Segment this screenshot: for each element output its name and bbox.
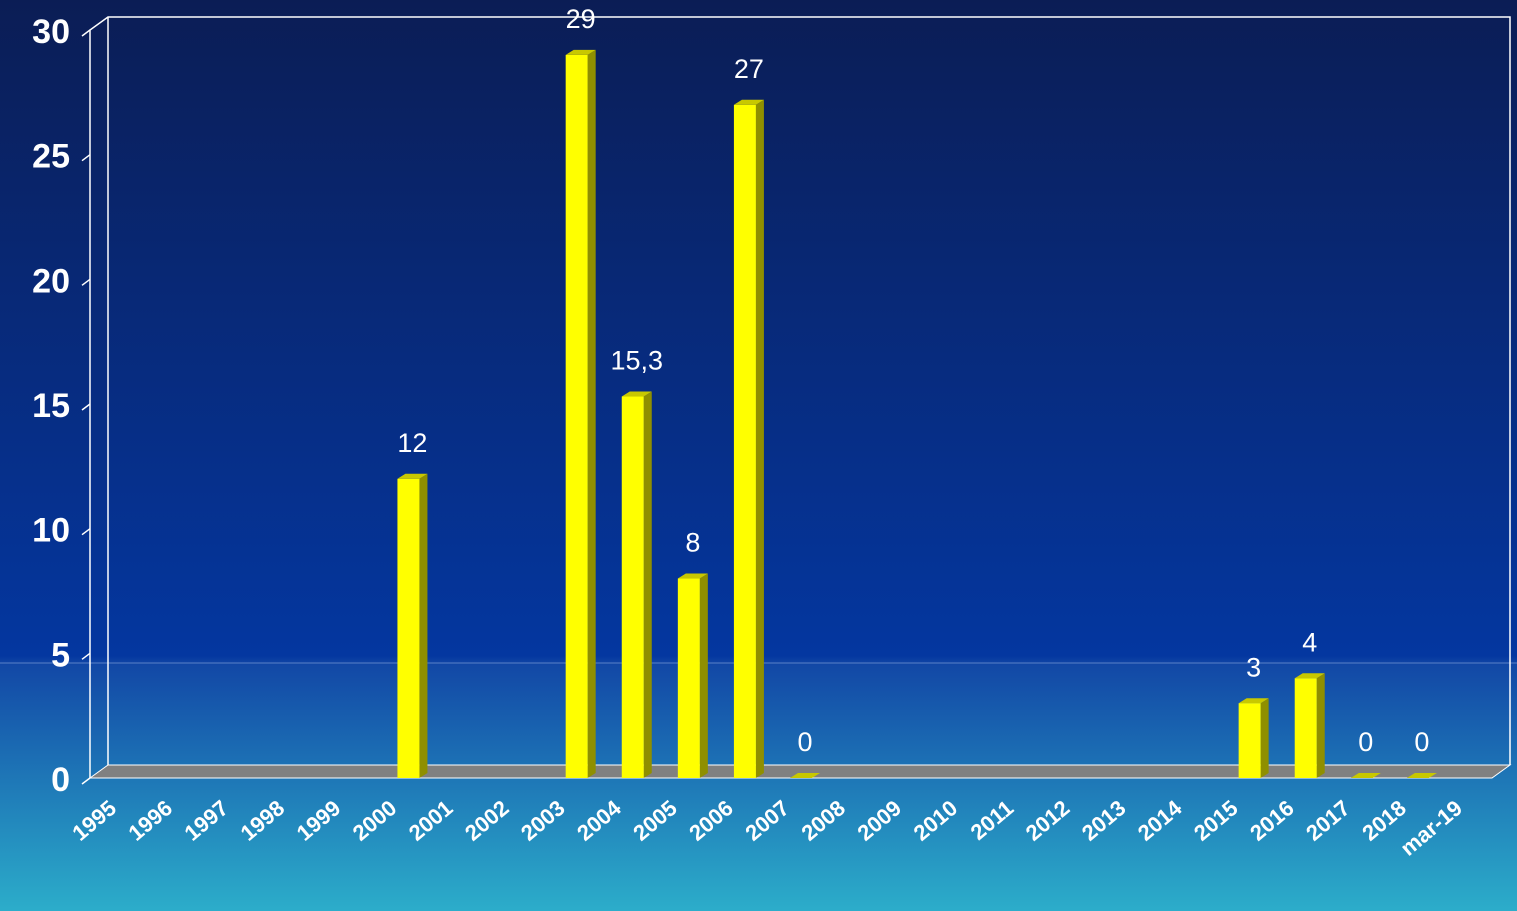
y-tick-label: 0 <box>51 761 70 799</box>
bar <box>1406 773 1437 778</box>
y-tick-label: 30 <box>32 13 70 51</box>
y-tick <box>81 528 91 536</box>
bar-face <box>1316 673 1325 778</box>
y-tick-label: 10 <box>32 512 70 550</box>
value-label: 0 <box>1358 727 1373 757</box>
bar-face <box>733 99 764 105</box>
bar <box>1294 673 1325 778</box>
bar <box>1238 698 1269 778</box>
value-label: 15,3 <box>610 346 663 376</box>
bar <box>397 473 428 778</box>
value-label: 8 <box>685 528 700 558</box>
bar-face <box>1350 773 1381 778</box>
value-label: 0 <box>1414 727 1429 757</box>
bar-face <box>621 391 652 397</box>
bar <box>565 49 596 778</box>
value-label: 3 <box>1246 652 1261 682</box>
floor <box>88 764 1512 779</box>
value-label: 4 <box>1302 627 1317 657</box>
bar-face <box>677 578 700 778</box>
bar-face <box>1294 678 1317 778</box>
bar-face <box>397 478 420 778</box>
y-tick-label: 5 <box>51 636 70 674</box>
bar-face <box>733 104 756 779</box>
bar <box>1350 773 1381 778</box>
bar-face <box>565 54 588 778</box>
y-tick <box>81 278 91 286</box>
bar-face <box>565 49 596 55</box>
y-tick <box>81 652 91 660</box>
y-tick-label: 25 <box>32 138 70 176</box>
bar-face <box>677 573 708 579</box>
y-tick-label: 15 <box>32 387 70 425</box>
y-tick <box>81 777 91 785</box>
bar-face <box>790 773 820 778</box>
bar-face <box>621 396 644 778</box>
bar <box>733 99 764 779</box>
y-tick <box>81 29 91 37</box>
bar-face <box>643 391 652 778</box>
bar-face <box>1294 673 1325 679</box>
bar <box>677 573 708 778</box>
y-tick <box>81 403 91 411</box>
bar-face <box>419 473 428 778</box>
value-label: 0 <box>797 727 812 757</box>
y-tick-label: 20 <box>32 262 70 300</box>
bar-face <box>1260 698 1269 778</box>
bar-face <box>1406 773 1437 778</box>
value-label: 27 <box>734 54 764 84</box>
bar <box>621 391 652 778</box>
bar-face <box>1238 698 1269 704</box>
y-tick <box>81 154 91 162</box>
bar-face <box>699 573 708 778</box>
bar-face <box>1238 703 1261 778</box>
bar <box>790 773 820 778</box>
value-label: 29 <box>566 4 596 34</box>
bar-face <box>587 49 596 778</box>
value-label: 12 <box>397 428 427 458</box>
bar-face <box>397 473 428 479</box>
bar-face <box>755 99 764 779</box>
